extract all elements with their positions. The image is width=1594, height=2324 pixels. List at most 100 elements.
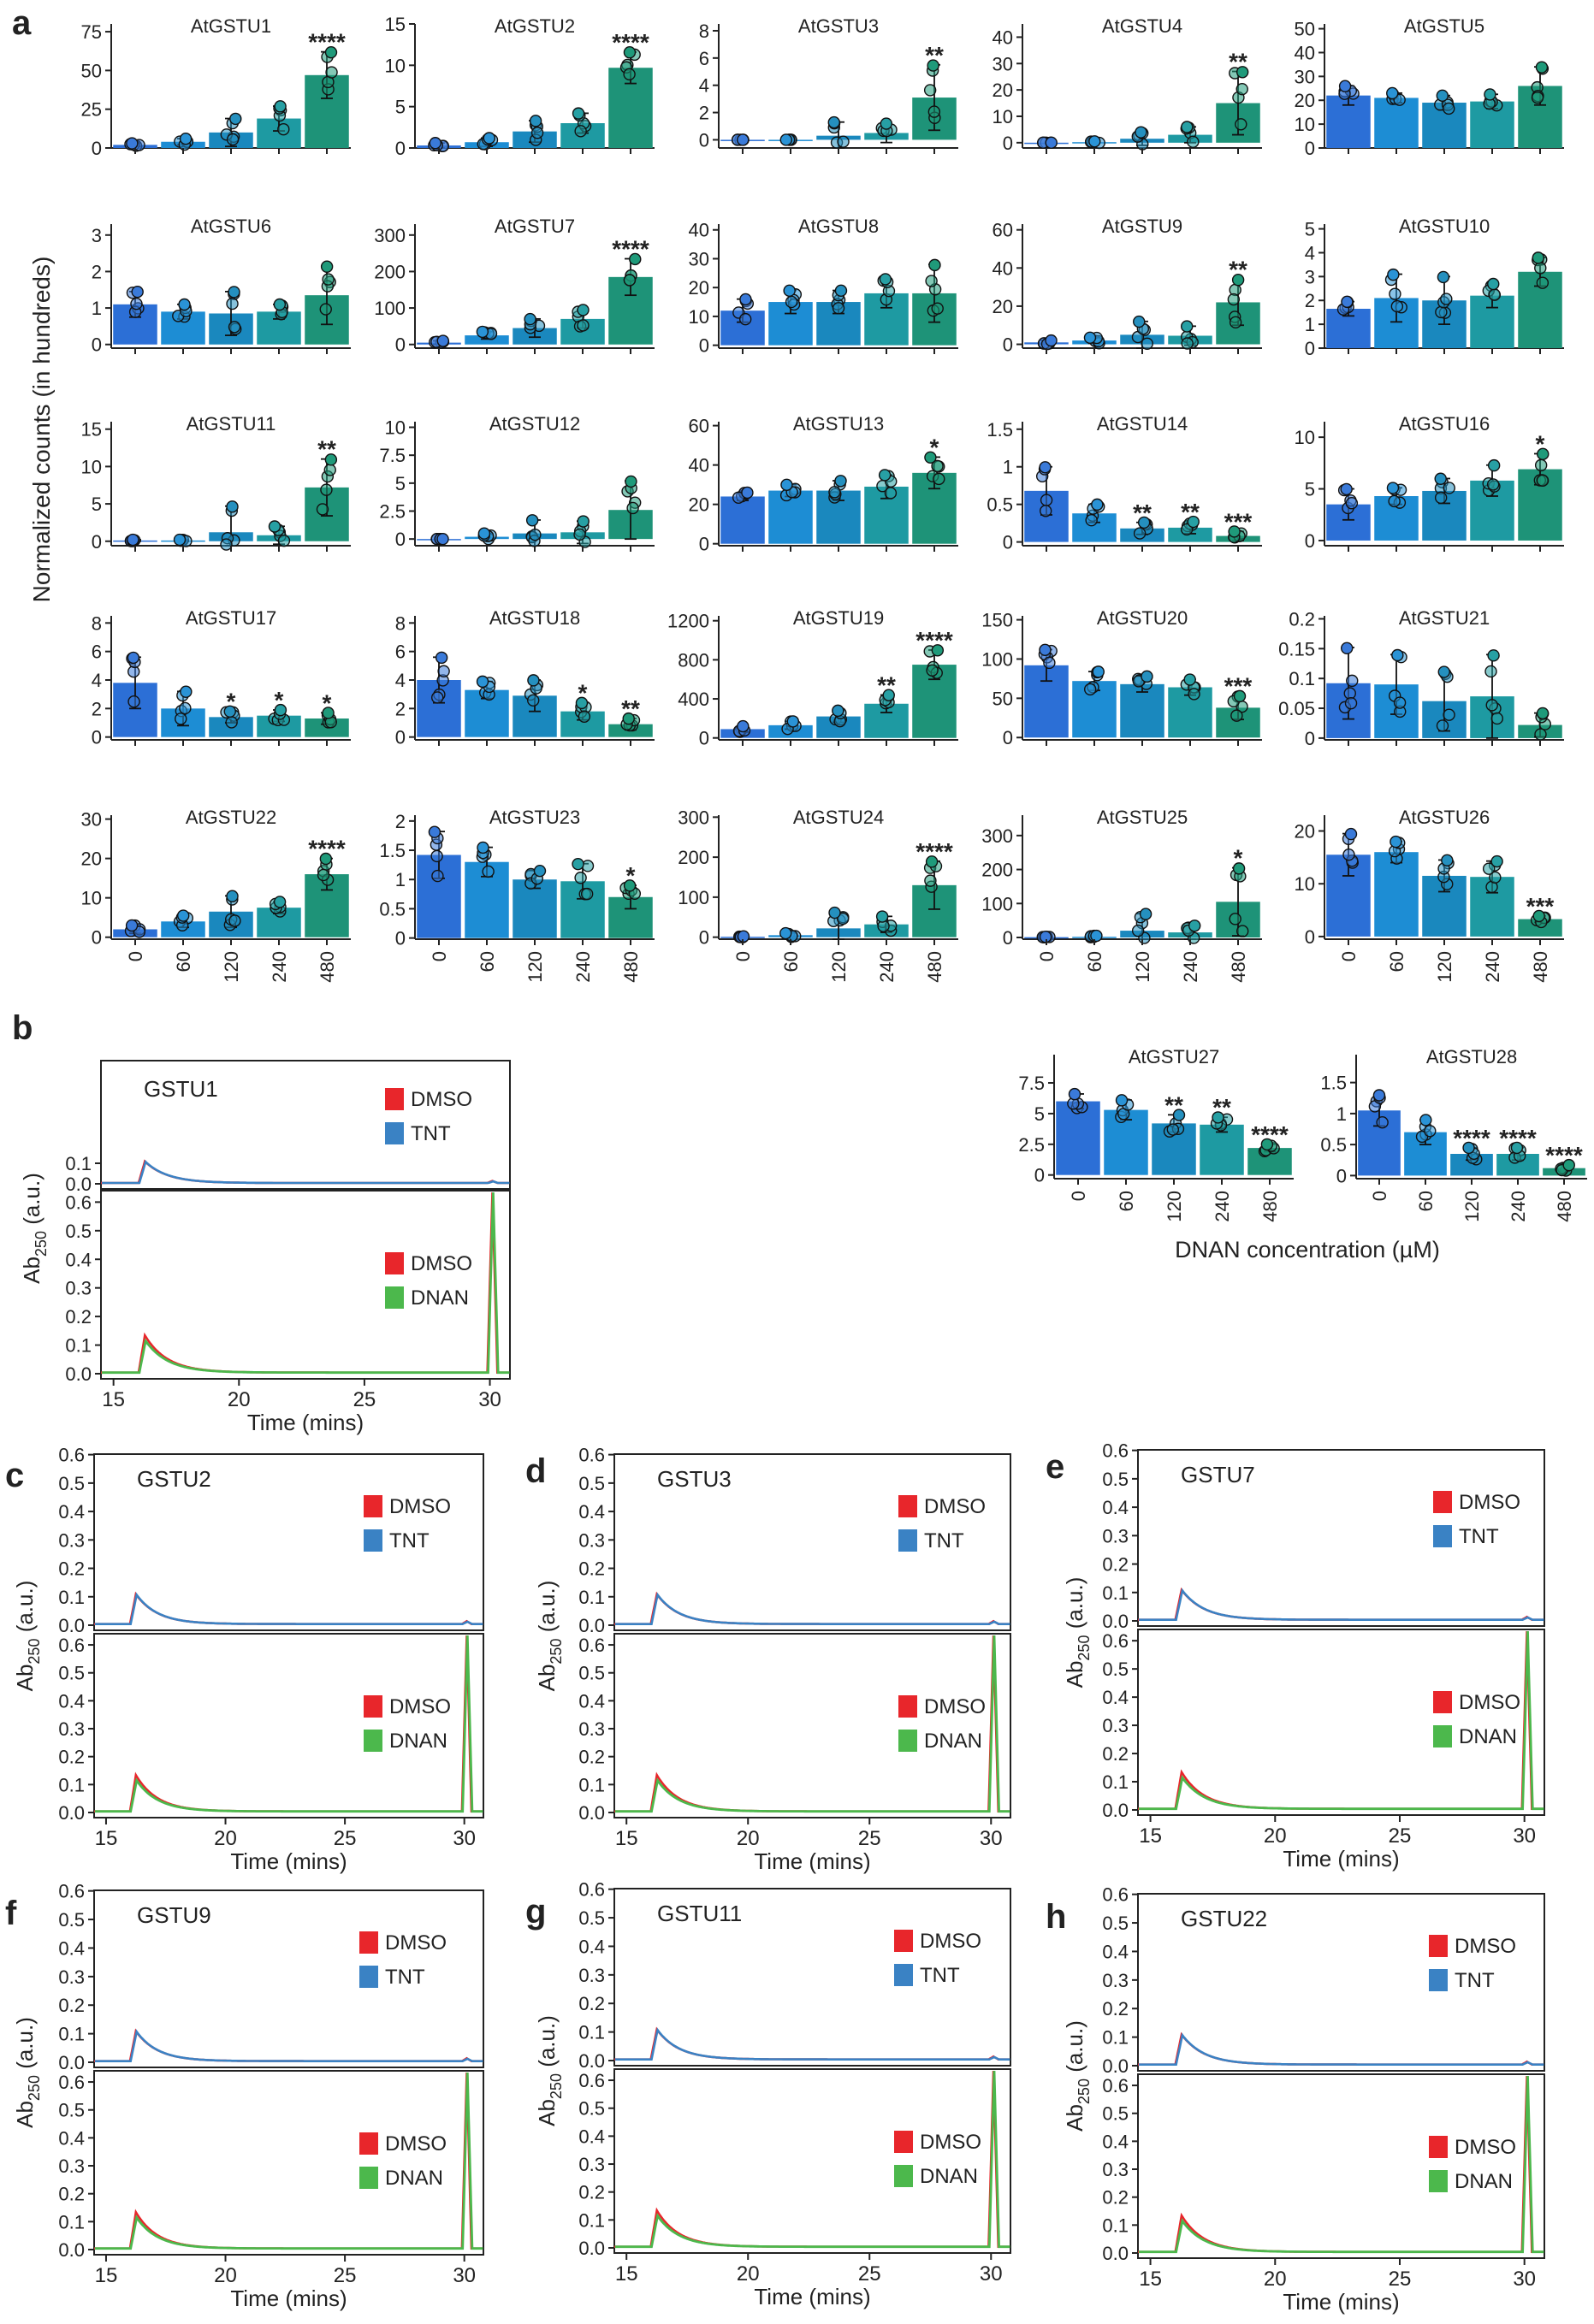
data-point [1390,835,1402,849]
y-tick-label: 0.0 [1102,1800,1129,1821]
y-tick-label: 0.1 [578,1587,605,1608]
y-tick-label: 0 [395,138,406,159]
y-tick-label: 6 [92,642,102,663]
y-tick-label: 20 [689,277,709,299]
y-tick-label: 0 [1003,532,1013,553]
legend-swatch [364,1495,382,1517]
x-tick-label: 120 [1132,951,1153,983]
significance-marker: **** [612,29,649,56]
chart-title: AtGSTU21 [1399,607,1490,629]
y-axis-label-unit: (a.u.) [1062,2020,1087,2079]
data-point [779,133,792,146]
y-tick-label: 0 [1003,334,1013,356]
y-tick-label: 100 [981,893,1013,914]
y-tick-label: 0.2 [578,2182,605,2203]
bar-chart-atgstu27: 0 2.5 5 7.5 AtGSTU27 0 60 ** 120 ** 240 **** 480 [1018,1046,1294,1222]
y-tick-label: 5 [1305,219,1315,240]
trace-tnt [1138,1588,1544,1621]
chromatogram-title: GSTU11 [657,1901,742,1926]
data-point [431,691,444,704]
data-point [1227,293,1241,306]
data-point [1139,908,1153,920]
data-point [1232,862,1246,875]
y-tick-label: 0 [395,334,406,356]
data-point [879,273,892,286]
data-point [1391,648,1404,662]
legend-label: DMSO [1455,1935,1516,1958]
bar-chart-atgstu3: 0 2 4 6 8 AtGSTU3 ** [699,15,958,154]
data-point [1537,447,1550,461]
data-point [834,284,848,298]
y-tick-label: 30 [993,53,1013,74]
data-point [1133,315,1146,328]
y-tick-label: 800 [678,649,709,671]
legend-swatch [898,1695,917,1718]
x-tick-label: 480 [1228,951,1249,983]
data-point [1535,61,1549,74]
data-point [1236,925,1249,937]
data-point [1083,331,1097,344]
legend-label: DMSO [1459,1691,1520,1714]
y-tick-label: 0.2 [1289,608,1315,630]
y-tick-label: 0.5 [58,1909,85,1931]
y-tick-label: 4 [395,670,406,691]
x-tick-label: 30 [453,2264,476,2287]
y-tick-label: 100 [678,887,709,908]
y-tick-label: 2 [92,261,102,282]
data-point [573,528,586,541]
data-point [319,852,333,866]
y-tick-label: 0.3 [578,1718,605,1740]
legend-swatch [894,1964,913,1986]
data-point [533,864,547,878]
y-tick-label: 150 [981,610,1013,631]
data-point [1372,1089,1386,1102]
legend-swatch [898,1730,917,1752]
data-point [228,321,241,334]
y-tick-label: 0.2 [1102,1998,1129,2019]
data-point [131,285,144,299]
panel-letter-c: c [5,1457,24,1494]
x-tick-label: 240 [1482,951,1503,983]
chart-title: AtGSTU10 [1399,216,1490,237]
y-tick-label: 1 [1336,1103,1347,1125]
bar-chart-atgstu14: 00.511.5 AtGSTU14** ** *** [987,413,1262,553]
data-point [319,303,332,316]
data-point [931,644,945,657]
data-point [324,45,338,59]
significance-marker: **** [1499,1125,1537,1151]
y-axis-label-sub: 250 [26,2075,43,2101]
y-tick-label: 0.6 [58,1881,85,1902]
data-point [1534,262,1547,275]
x-tick-label: 240 [1212,1191,1233,1222]
x-tick-label: 0 [1036,951,1058,961]
data-point [1091,498,1104,512]
bar-chart-atgstu25: 0 100 200 300 AtGSTU25 0 60 120 240 * 480 [981,807,1262,983]
data-point [1388,494,1401,508]
y-tick-label: 1.5 [1320,1073,1347,1094]
data-point [125,919,139,932]
legend-swatch [359,2132,378,2155]
y-tick-label: 30 [1295,66,1315,87]
legend-swatch [359,1931,378,1954]
x-tick-label: 60 [477,951,498,972]
bar-60 [1374,98,1419,148]
bar-chart-atgstu9: 0 20 40 60 AtGSTU9 ** [993,216,1262,356]
significance-marker: * [1536,430,1545,457]
data-point [741,486,754,500]
y-tick-label: 0 [395,727,406,748]
chart-title: AtGSTU11 [187,413,276,435]
data-point [581,860,595,872]
y-tick-label: 2 [699,103,709,124]
y-tick-label: 0.5 [578,2098,605,2120]
x-tick-label: 240 [572,951,594,983]
data-point [1443,708,1455,721]
y-tick-label: 1 [92,298,102,319]
data-point [277,534,291,547]
y-tick-label: 0 [699,927,709,949]
legend-label: DMSO [920,2131,981,2154]
data-point [1039,461,1052,474]
data-point [1137,516,1151,529]
data-point [878,469,892,482]
y-tick-label: 0.4 [578,2126,605,2147]
